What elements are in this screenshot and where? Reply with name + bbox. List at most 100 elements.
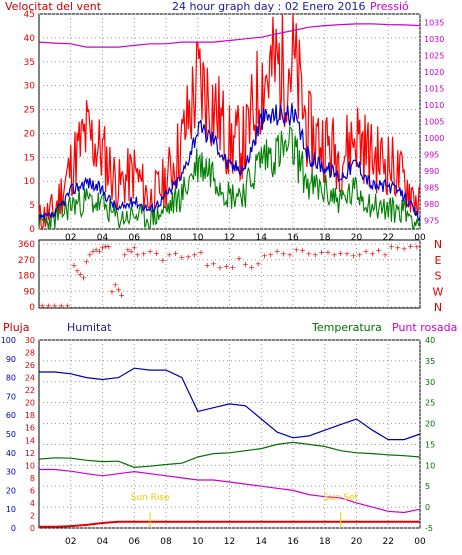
- direction-point: +: [112, 280, 119, 289]
- direction-point: +: [337, 249, 344, 258]
- direction-point: +: [350, 251, 357, 260]
- rain-tick-label: 14: [25, 436, 35, 445]
- direction-point: +: [229, 263, 236, 272]
- sunrise-label: Sun Rise: [131, 493, 170, 503]
- direction-point: +: [80, 273, 87, 282]
- humidity-tick-label: 100: [1, 336, 16, 345]
- direction-point: +: [71, 261, 78, 270]
- humidity-x-tick-label: 20: [351, 537, 363, 547]
- wind-x-tick-label: 08: [160, 233, 172, 243]
- pressure-label: Pressió: [370, 0, 409, 13]
- pressure-line: [38, 23, 421, 48]
- humidity-x-tick-label: 10: [192, 537, 204, 547]
- wind-x-tick-label: 06: [129, 233, 141, 243]
- temperature-axis: -5 0 5 10 15 20 25 30 35 40: [425, 336, 435, 533]
- direction-point: +: [109, 287, 116, 296]
- direction-point: +: [210, 259, 217, 268]
- direction-point: +: [261, 251, 268, 260]
- direction-axis: 0 90 180 270 360: [18, 240, 35, 313]
- sun-markers: Sun Rise Sun Set: [131, 493, 358, 528]
- humidity-x-tick-label: 16: [287, 537, 299, 547]
- wind-x-tick-label: 02: [65, 233, 76, 243]
- temperature-tick-label: 30: [425, 378, 435, 387]
- compass-label: W: [433, 285, 444, 298]
- rain-tick-label: 24: [25, 374, 35, 383]
- rain-tick-label: 18: [25, 411, 35, 420]
- direction-point: +: [267, 251, 274, 260]
- humidity-line: [39, 367, 421, 441]
- rain-tick-label: 26: [25, 361, 35, 370]
- wind-x-tick-label: 00: [414, 233, 426, 243]
- pressure-tick-label: 975: [424, 217, 439, 226]
- direction-point: +: [191, 251, 198, 260]
- wind-min-line: [38, 126, 421, 231]
- direction-point: +: [90, 247, 97, 256]
- wind-x-tick-label: 10: [192, 233, 204, 243]
- direction-point: +: [77, 270, 84, 279]
- wind-x-tick-label: 04: [97, 233, 109, 243]
- compass-label: E: [435, 254, 442, 267]
- rain-tick-label: 6: [30, 486, 35, 495]
- rain-tick-label: 0: [30, 524, 35, 533]
- humidity-tick-label: 60: [6, 411, 16, 420]
- temperature-tick-label: 0: [425, 503, 430, 512]
- direction-point: +: [64, 301, 71, 310]
- humidity-x-tick-label: 14: [256, 537, 268, 547]
- direction-point: +: [93, 245, 100, 254]
- wind-x-tick-label: 18: [319, 233, 331, 243]
- direction-point: +: [248, 263, 255, 272]
- direction-point: +: [121, 251, 128, 260]
- direction-point: +: [312, 251, 319, 260]
- direction-point: +: [407, 242, 414, 251]
- direction-point: +: [159, 256, 166, 265]
- wind-speed-label: Velocitat del vent: [5, 0, 102, 13]
- temperature-tick-label: 15: [425, 440, 435, 449]
- pressure-tick-label: 980: [424, 200, 439, 209]
- direction-point: +: [356, 251, 363, 260]
- wind-y-tick-label: 45: [24, 10, 35, 20]
- humidity-x-tick-label: 04: [97, 537, 109, 547]
- wind-y-tick-label: 25: [24, 106, 35, 116]
- direction-tick-label: 270: [18, 256, 35, 266]
- compass-label: N: [434, 238, 442, 251]
- direction-point: +: [105, 243, 112, 252]
- direction-point: +: [118, 291, 125, 300]
- humidity-tick-label: 50: [6, 430, 16, 439]
- direction-point: +: [369, 250, 376, 259]
- direction-point: +: [134, 251, 141, 260]
- direction-point: +: [102, 242, 109, 251]
- chart-title: 24 hour graph day : 02 Enero 2016: [172, 0, 366, 13]
- humidity-x-tick-label: 22: [383, 537, 394, 547]
- direction-point: +: [147, 247, 154, 256]
- direction-point: +: [125, 245, 132, 254]
- direction-point: +: [128, 247, 135, 256]
- direction-tick-label: 360: [18, 240, 35, 250]
- temperature-line: [38, 441, 421, 469]
- temperature-tick-label: 5: [425, 482, 430, 491]
- pressure-tick-label: 1035: [424, 18, 444, 27]
- direction-point: +: [45, 301, 52, 310]
- wind-y-tick-label: 10: [24, 177, 36, 187]
- rain-tick-label: 12: [25, 449, 35, 458]
- temperature-label: Temperatura: [311, 321, 382, 334]
- direction-point: +: [242, 260, 249, 269]
- pressure-tick-label: 1015: [424, 84, 444, 93]
- humidity-x-tick-label: 18: [319, 537, 331, 547]
- compass-label: N: [434, 301, 442, 314]
- humidity-tick-label: 0: [11, 524, 16, 533]
- wind-series: [38, 13, 421, 231]
- rain-tick-label: 28: [25, 349, 35, 358]
- wind-y-tick-label: 20: [24, 129, 36, 139]
- rain-tick-label: 8: [30, 474, 35, 483]
- direction-tick-label: 90: [24, 287, 36, 297]
- rain-tick-label: 22: [25, 386, 35, 395]
- humidity-x-tick-label: 06: [129, 537, 141, 547]
- humidity-series: [38, 367, 421, 528]
- rain-label: Pluja: [3, 321, 29, 334]
- direction-point: +: [255, 259, 262, 268]
- humidity-tick-label: 70: [6, 392, 16, 401]
- wind-avg-line: [38, 103, 421, 223]
